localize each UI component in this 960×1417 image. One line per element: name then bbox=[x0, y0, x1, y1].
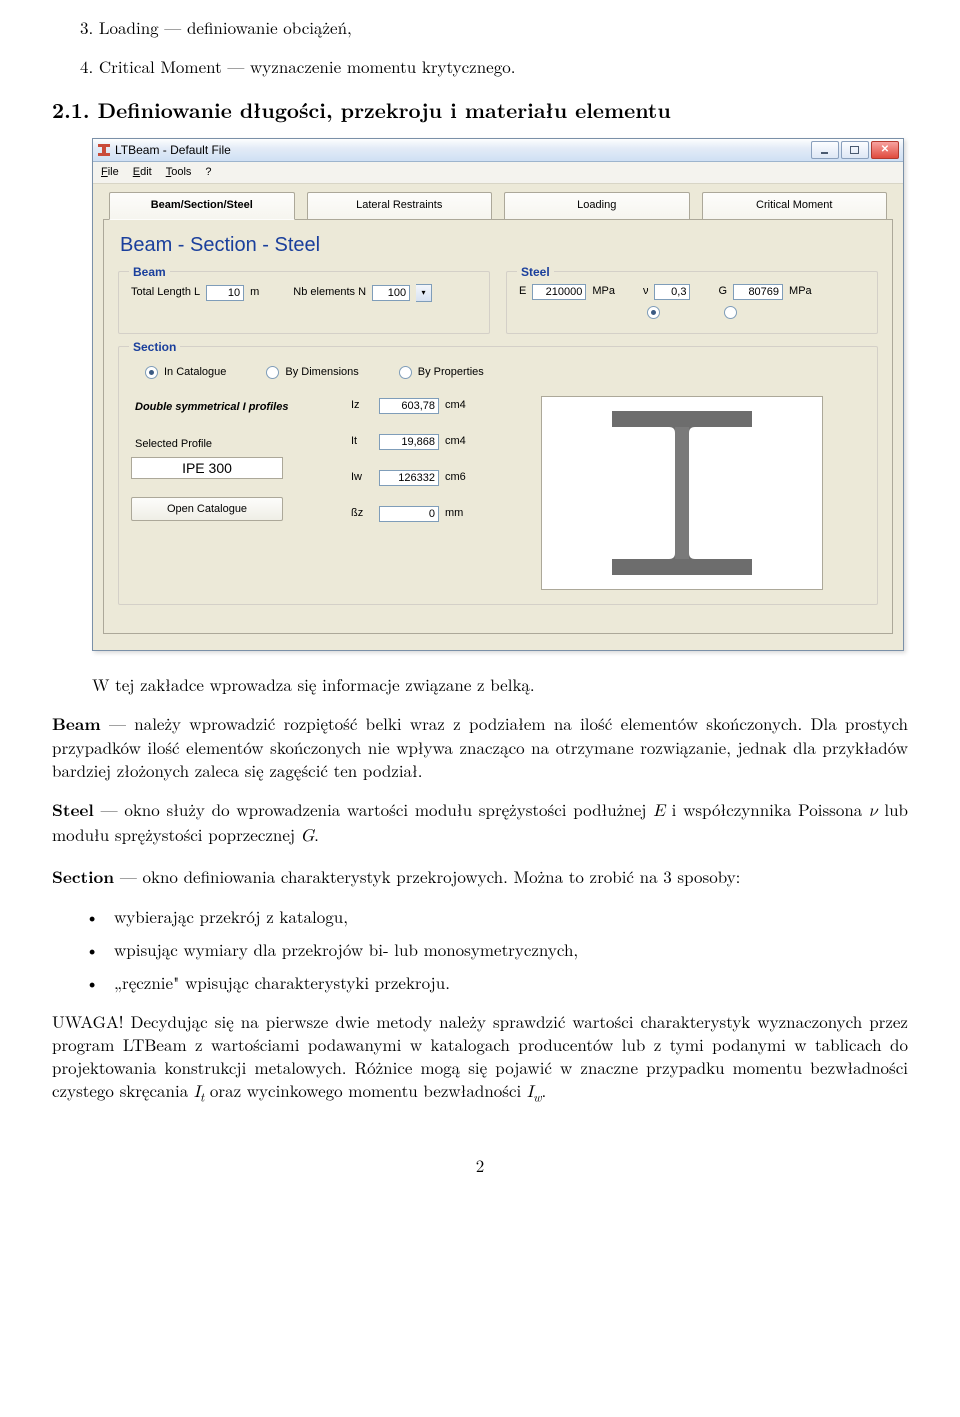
section-methods-list: wybierając przekrój z katalogu, wpisując… bbox=[52, 905, 908, 994]
close-button[interactable]: ✕ bbox=[871, 141, 899, 159]
def-section: Section — okno definiowania charakteryst… bbox=[52, 865, 908, 889]
nu-label: ν bbox=[643, 284, 649, 299]
total-length-input[interactable] bbox=[206, 285, 244, 301]
list-item: wpisując wymiary dla przekrojów bi- lub … bbox=[110, 938, 908, 961]
profile-type-label: Double symmetrical I profiles bbox=[135, 400, 331, 415]
tab-beam-section-steel[interactable]: Beam/Section/Steel bbox=[109, 192, 295, 220]
window-title: LTBeam - Default File bbox=[115, 142, 811, 158]
app-icon bbox=[97, 143, 111, 157]
uwaga-paragraph: UWAGA! Decydując się na pierwsze dwie me… bbox=[52, 1010, 908, 1105]
radio-by-properties[interactable] bbox=[399, 366, 412, 379]
E-unit: MPa bbox=[592, 284, 615, 299]
G-unit: MPa bbox=[789, 284, 812, 299]
legend-section: Section bbox=[129, 339, 180, 355]
def-beam: Beam — należy wprowadzić rozpiętość belk… bbox=[52, 712, 908, 782]
def-steel: Steel — okno służy do wprowadzenia warto… bbox=[52, 798, 908, 850]
maximize-button[interactable] bbox=[841, 141, 869, 159]
panel-body: Beam - Section - Steel Beam Total Length… bbox=[103, 219, 893, 634]
selected-profile-value: IPE 300 bbox=[131, 457, 283, 479]
Bz-value bbox=[379, 506, 439, 522]
section-heading: 2.1. Definiowanie długości, przekroju i … bbox=[52, 96, 908, 124]
E-label: E bbox=[519, 284, 526, 299]
open-catalogue-button[interactable]: Open Catalogue bbox=[131, 497, 283, 521]
tab-bar: Beam/Section/Steel Lateral Restraints Lo… bbox=[109, 192, 887, 220]
total-length-unit: m bbox=[250, 285, 259, 300]
menu-file[interactable]: File bbox=[101, 165, 119, 180]
steel-radio-nu[interactable] bbox=[647, 306, 660, 319]
radio-by-dimensions[interactable] bbox=[266, 366, 279, 379]
E-input[interactable] bbox=[532, 284, 586, 300]
It-value bbox=[379, 434, 439, 450]
tab-critical-moment[interactable]: Critical Moment bbox=[702, 192, 888, 220]
list-item: wybierając przekrój z katalogu, bbox=[110, 905, 908, 928]
legend-beam: Beam bbox=[129, 264, 170, 280]
ltbeam-window: LTBeam - Default File ✕ File Edit Tools … bbox=[92, 138, 904, 651]
ibeam-icon bbox=[597, 403, 767, 583]
radio-in-catalogue[interactable] bbox=[145, 366, 158, 379]
page-number: 2 bbox=[52, 1154, 908, 1177]
fieldset-beam: Beam Total Length L m Nb elements N ▾ bbox=[118, 271, 490, 334]
minimize-button[interactable] bbox=[811, 141, 839, 159]
list-item: „ręcznie" wpisując charakterystyki przek… bbox=[110, 971, 908, 994]
tab-loading[interactable]: Loading bbox=[504, 192, 690, 220]
G-input[interactable] bbox=[733, 284, 783, 300]
list-item: 3. Loading — definiowanie obciążeń, bbox=[80, 16, 908, 39]
menu-tools[interactable]: Tools bbox=[166, 165, 192, 180]
fieldset-section: Section In Catalogue By Dimensions By Pr… bbox=[118, 346, 878, 605]
titlebar: LTBeam - Default File ✕ bbox=[93, 139, 903, 162]
Iw-value bbox=[379, 470, 439, 486]
selected-profile-label: Selected Profile bbox=[135, 437, 331, 452]
menubar: File Edit Tools ? bbox=[93, 162, 903, 184]
tab-lateral-restraints[interactable]: Lateral Restraints bbox=[307, 192, 493, 220]
fieldset-steel: Steel E MPa ν G MPa bbox=[506, 271, 878, 334]
steel-radio-G[interactable] bbox=[724, 306, 737, 319]
legend-steel: Steel bbox=[517, 264, 554, 280]
list-item: 4. Critical Moment — wyznaczenie momentu… bbox=[80, 55, 908, 78]
intro-paragraph: W tej zakładce wprowadza się informacje … bbox=[92, 673, 908, 696]
panel-title: Beam - Section - Steel bbox=[120, 232, 878, 259]
nb-dropdown-icon[interactable]: ▾ bbox=[416, 284, 432, 302]
menu-edit[interactable]: Edit bbox=[133, 165, 152, 180]
Iz-value bbox=[379, 398, 439, 414]
nu-input[interactable] bbox=[654, 284, 690, 300]
numbered-list: 3. Loading — definiowanie obciążeń, 4. C… bbox=[52, 16, 908, 78]
nb-elements-label: Nb elements N bbox=[293, 285, 366, 300]
nb-elements-input[interactable] bbox=[372, 285, 410, 301]
menu-help[interactable]: ? bbox=[205, 165, 211, 180]
section-preview bbox=[541, 396, 823, 590]
total-length-label: Total Length L bbox=[131, 285, 200, 300]
G-label: G bbox=[718, 284, 727, 299]
